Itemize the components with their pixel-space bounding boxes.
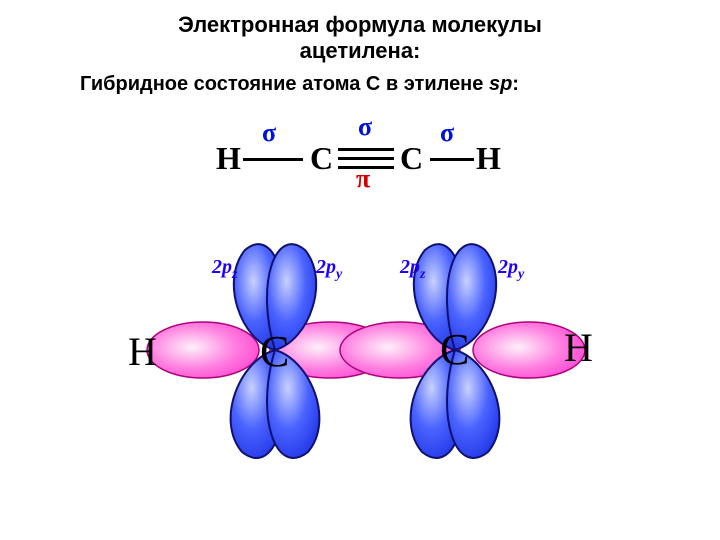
title-line1: Электронная формула молекулы <box>178 12 542 37</box>
orbital-diagram: H H C C 2pz 2py 2pz 2py <box>0 230 720 490</box>
bond-CH-right <box>430 158 474 161</box>
label-2py-right: 2py <box>498 256 524 283</box>
subtitle-post: : <box>512 73 519 95</box>
label-2pz-right: 2pz <box>400 256 425 283</box>
label-2py-left: 2py <box>316 256 342 283</box>
page-title: Электронная формула молекулы ацетилена: <box>0 12 720 65</box>
orbital-C-right: C <box>440 324 469 375</box>
bond-HC-left <box>243 158 303 161</box>
orbital-H-left: H <box>128 328 157 375</box>
schematic-formula: H C C H σ σ σ π <box>0 128 720 208</box>
sigma-label-2: σ <box>358 112 372 142</box>
subtitle-pre: Гибридное состояние атома С в этилене <box>80 73 489 95</box>
schem-C-left: C <box>310 140 333 177</box>
orbital-H-right: H <box>564 324 593 371</box>
sigma-label-1: σ <box>262 118 276 148</box>
title-line2: ацетилена: <box>300 38 421 63</box>
schem-C-right: C <box>400 140 423 177</box>
subtitle: Гибридное состояние атома С в этилене sp… <box>80 72 580 97</box>
pi-label: π <box>356 164 370 194</box>
schem-H-right: H <box>476 140 501 177</box>
subtitle-ital: sp <box>489 73 512 95</box>
orbital-C-left: C <box>260 326 289 377</box>
schem-H-left: H <box>216 140 241 177</box>
sigma-label-3: σ <box>440 118 454 148</box>
label-2pz-left: 2pz <box>212 256 237 283</box>
